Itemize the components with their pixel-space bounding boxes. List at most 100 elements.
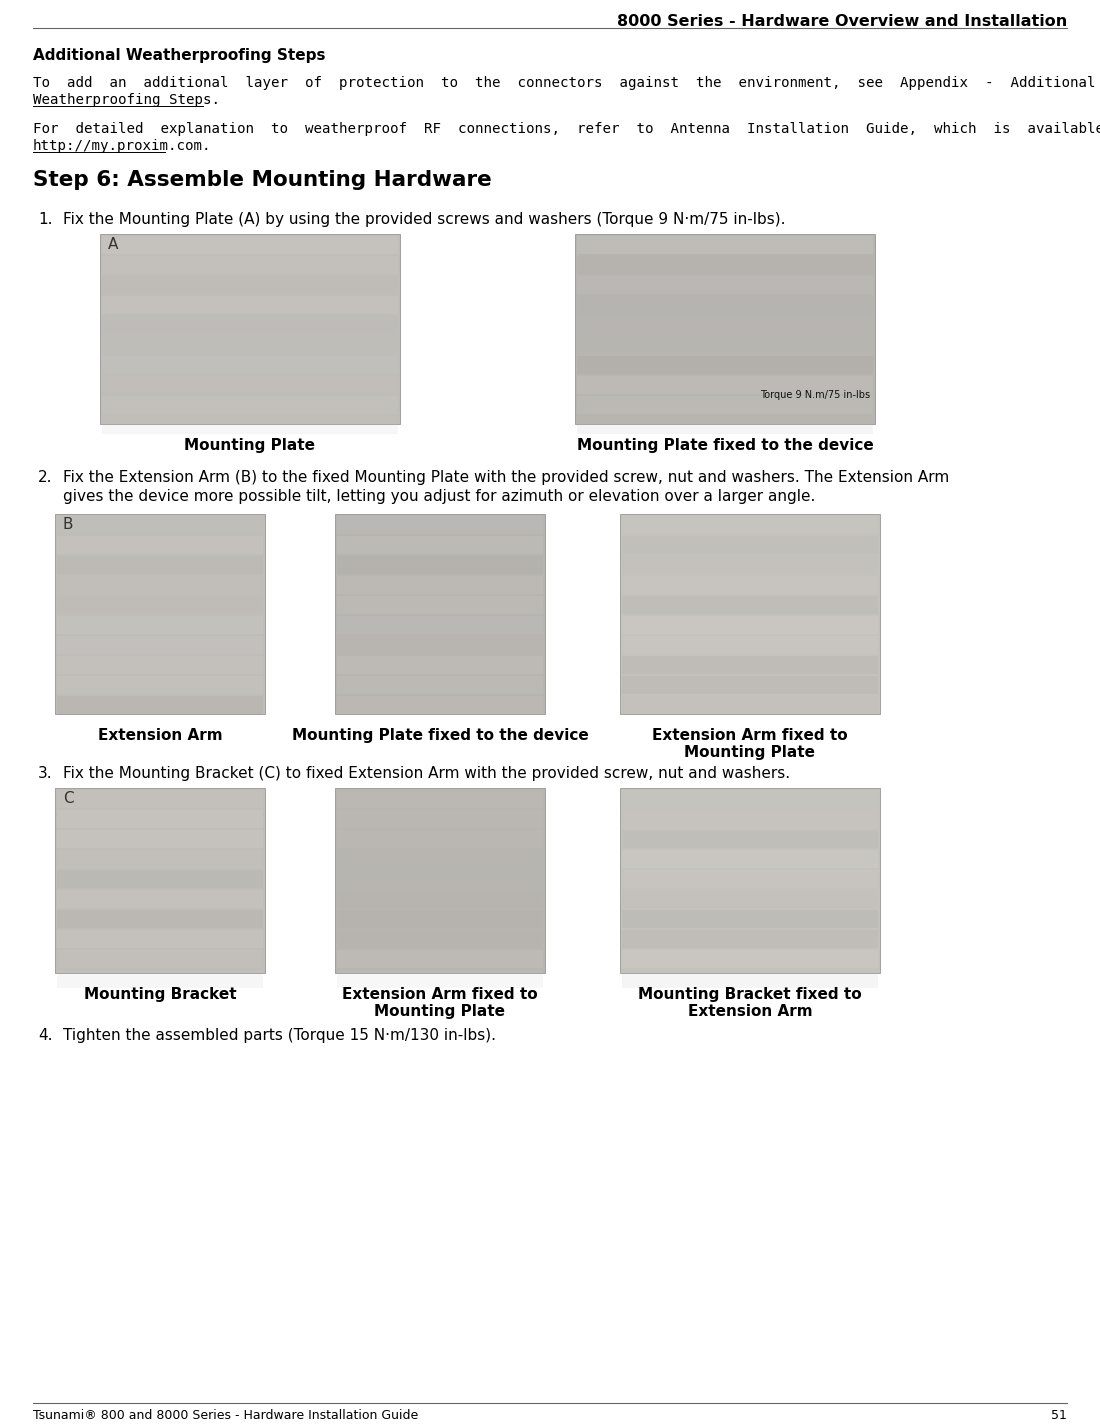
- Text: Torque 9 N.m/75 in-lbs: Torque 9 N.m/75 in-lbs: [760, 391, 870, 401]
- Text: Step 6: Assemble Mounting Hardware: Step 6: Assemble Mounting Hardware: [33, 170, 492, 190]
- Bar: [337, 930, 543, 948]
- Text: Mounting Bracket: Mounting Bracket: [84, 987, 236, 1002]
- Text: Fix the Mounting Plate (A) by using the provided screws and washers (Torque 9 N·: Fix the Mounting Plate (A) by using the …: [63, 212, 785, 227]
- Bar: [102, 297, 398, 314]
- Bar: [621, 870, 878, 888]
- Bar: [102, 317, 398, 334]
- Text: Extension Arm fixed to
Mounting Plate: Extension Arm fixed to Mounting Plate: [652, 729, 848, 760]
- Bar: [337, 910, 543, 928]
- Text: 3.: 3.: [39, 766, 53, 781]
- Bar: [57, 656, 263, 674]
- Text: Mounting Bracket fixed to
Extension Arm: Mounting Bracket fixed to Extension Arm: [638, 987, 861, 1020]
- Bar: [57, 850, 263, 868]
- Bar: [620, 513, 880, 714]
- Bar: [337, 830, 543, 848]
- Bar: [337, 516, 543, 533]
- Bar: [578, 277, 873, 294]
- Bar: [337, 950, 543, 968]
- Text: To  add  an  additional  layer  of  protection  to  the  connectors  against  th: To add an additional layer of protection…: [33, 76, 1096, 90]
- Text: Fix the Extension Arm (B) to the fixed Mounting Plate with the provided screw, n: Fix the Extension Arm (B) to the fixed M…: [63, 471, 949, 485]
- Text: Additional Weatherproofing Steps: Additional Weatherproofing Steps: [33, 48, 326, 63]
- Bar: [578, 297, 873, 314]
- Bar: [621, 970, 878, 988]
- Bar: [621, 930, 878, 948]
- Bar: [57, 556, 263, 575]
- Bar: [621, 830, 878, 848]
- Text: Mounting Plate: Mounting Plate: [185, 438, 316, 453]
- Bar: [57, 636, 263, 655]
- Text: Tighten the assembled parts (Torque 15 N·m/130 in-lbs).: Tighten the assembled parts (Torque 15 N…: [63, 1028, 496, 1042]
- Bar: [57, 596, 263, 615]
- Bar: [578, 356, 873, 374]
- Bar: [337, 656, 543, 674]
- Bar: [578, 337, 873, 354]
- Bar: [337, 596, 543, 615]
- Text: 8000 Series - Hardware Overview and Installation: 8000 Series - Hardware Overview and Inst…: [617, 14, 1067, 29]
- Bar: [57, 970, 263, 988]
- Bar: [337, 890, 543, 908]
- Bar: [621, 536, 878, 553]
- Bar: [102, 416, 398, 434]
- Text: A: A: [108, 237, 119, 252]
- Bar: [100, 234, 400, 424]
- Text: http://my.proxim.com.: http://my.proxim.com.: [33, 138, 211, 153]
- Text: B: B: [63, 518, 74, 532]
- Bar: [57, 790, 263, 809]
- Bar: [575, 234, 875, 424]
- Bar: [102, 356, 398, 374]
- Bar: [578, 235, 873, 254]
- Bar: [621, 810, 878, 829]
- Text: 2.: 2.: [39, 471, 53, 485]
- Bar: [578, 317, 873, 334]
- Bar: [57, 910, 263, 928]
- Bar: [337, 616, 543, 635]
- Text: gives the device more possible tilt, letting you adjust for azimuth or elevation: gives the device more possible tilt, let…: [63, 489, 815, 503]
- Bar: [337, 676, 543, 694]
- Text: Mounting Plate fixed to the device: Mounting Plate fixed to the device: [576, 438, 873, 453]
- Bar: [57, 810, 263, 829]
- Bar: [57, 830, 263, 848]
- Bar: [621, 576, 878, 595]
- Bar: [337, 556, 543, 575]
- Bar: [621, 890, 878, 908]
- Bar: [337, 870, 543, 888]
- Bar: [336, 513, 544, 714]
- Bar: [621, 516, 878, 533]
- Text: Extension Arm: Extension Arm: [98, 729, 222, 743]
- Bar: [102, 376, 398, 394]
- Bar: [621, 636, 878, 655]
- Bar: [578, 376, 873, 394]
- Text: For  detailed  explanation  to  weatherproof  RF  connections,  refer  to  Anten: For detailed explanation to weatherproof…: [33, 123, 1100, 135]
- Bar: [621, 596, 878, 615]
- Bar: [102, 277, 398, 294]
- Bar: [621, 656, 878, 674]
- Bar: [337, 696, 543, 714]
- Bar: [337, 576, 543, 595]
- Bar: [57, 536, 263, 553]
- Bar: [337, 636, 543, 655]
- Text: Fix the Mounting Bracket (C) to fixed Extension Arm with the provided screw, nut: Fix the Mounting Bracket (C) to fixed Ex…: [63, 766, 790, 781]
- Text: Tsunami® 800 and 8000 Series - Hardware Installation Guide: Tsunami® 800 and 8000 Series - Hardware …: [33, 1409, 418, 1422]
- Text: 4.: 4.: [39, 1028, 53, 1042]
- Text: 51: 51: [1052, 1409, 1067, 1422]
- Bar: [621, 910, 878, 928]
- Text: C: C: [63, 791, 74, 806]
- Bar: [578, 416, 873, 434]
- Bar: [578, 257, 873, 274]
- Text: Mounting Plate fixed to the device: Mounting Plate fixed to the device: [292, 729, 588, 743]
- Bar: [57, 950, 263, 968]
- Bar: [621, 696, 878, 714]
- Bar: [57, 616, 263, 635]
- Bar: [102, 257, 398, 274]
- Bar: [337, 810, 543, 829]
- Bar: [57, 576, 263, 595]
- Text: Weatherproofing Steps.: Weatherproofing Steps.: [33, 93, 220, 107]
- Bar: [57, 890, 263, 908]
- Bar: [337, 970, 543, 988]
- Bar: [621, 790, 878, 809]
- Bar: [57, 696, 263, 714]
- Bar: [621, 850, 878, 868]
- Text: Extension Arm fixed to
Mounting Plate: Extension Arm fixed to Mounting Plate: [342, 987, 538, 1020]
- Bar: [55, 789, 265, 973]
- Bar: [102, 337, 398, 354]
